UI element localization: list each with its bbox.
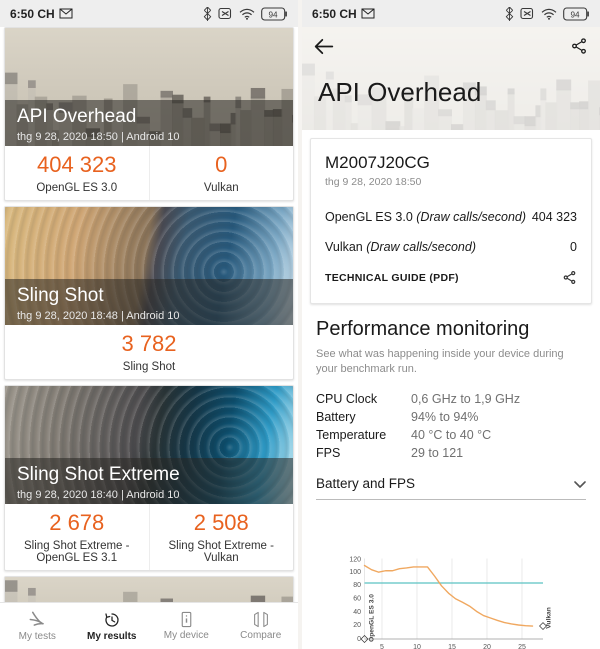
svg-text:25: 25 — [518, 644, 526, 649]
svg-text:20: 20 — [483, 644, 491, 649]
svg-text:94: 94 — [268, 10, 278, 19]
svg-text:100: 100 — [349, 569, 361, 576]
svg-text:10: 10 — [413, 644, 421, 649]
svg-text:15: 15 — [448, 644, 456, 649]
svg-text:120: 120 — [349, 556, 361, 563]
svg-text:40: 40 — [353, 609, 361, 616]
svg-text:80: 80 — [353, 582, 361, 589]
svg-text:5: 5 — [380, 644, 384, 649]
svg-text:60: 60 — [353, 595, 361, 602]
svg-text:OpenGL ES 3.0: OpenGL ES 3.0 — [369, 594, 376, 642]
svg-text:0: 0 — [357, 636, 361, 643]
svg-text:Vulkan: Vulkan — [546, 607, 553, 629]
svg-text:94: 94 — [570, 10, 580, 19]
svg-text:20: 20 — [353, 622, 361, 629]
